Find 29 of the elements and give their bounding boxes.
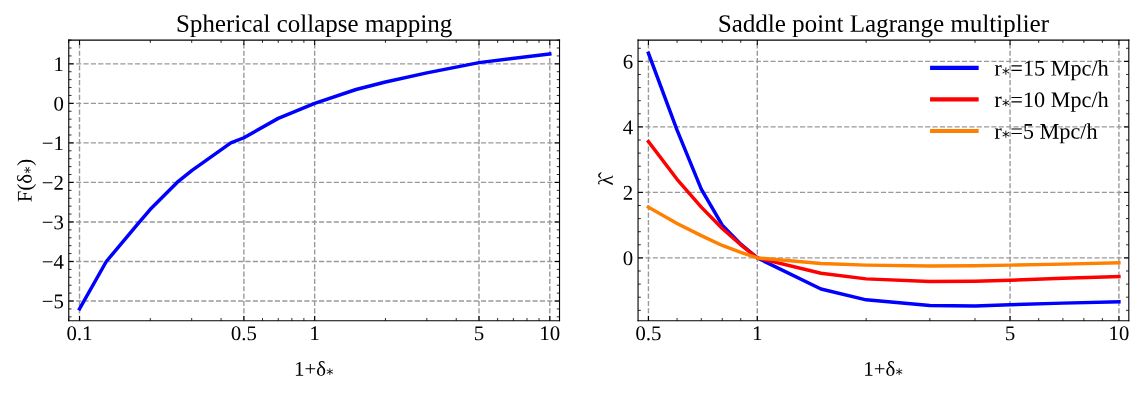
x-axis-title: 1+δ$_{*}$ xyxy=(865,361,903,376)
y-tick-label: −1 xyxy=(42,136,63,151)
chart-title: Saddle point Lagrange multiplier xyxy=(719,14,1049,38)
y-tick-label: 0 xyxy=(54,96,64,111)
y-tick-label: 0 xyxy=(623,251,633,266)
x-tick-label: 1 xyxy=(753,326,762,341)
y-tick-label: −5 xyxy=(42,294,64,309)
y-tick-label: 6 xyxy=(623,54,633,69)
y-tick-label: −2 xyxy=(42,175,63,190)
x-tick-label: 0.5 xyxy=(231,326,257,341)
legend-label: r$_{*}$=15 Mpc/h xyxy=(994,60,1109,81)
y-tick-label: 4 xyxy=(623,120,633,135)
x-axis-title: 1+δ$_{*}$ xyxy=(295,361,334,376)
legend-label: r$_{*}$=10 Mpc/h xyxy=(994,91,1109,112)
chart-title: Spherical collapse mapping xyxy=(177,14,452,38)
y-tick-label: 1 xyxy=(55,57,63,72)
x-tick-label: 5 xyxy=(475,326,484,341)
x-tick-label: 1 xyxy=(311,326,319,341)
y-tick-label: −4 xyxy=(42,255,64,269)
y-tick-label: 2 xyxy=(623,185,633,200)
y-tick-label: −3 xyxy=(42,215,64,230)
x-tick-label: 0.5 xyxy=(636,326,661,341)
legend-label: r$_{*}$=5 Mpc/h xyxy=(994,123,1098,144)
x-tick-label: 5 xyxy=(1006,326,1015,341)
x-tick-label: 10 xyxy=(541,326,560,341)
x-tick-label: 0.1 xyxy=(67,326,92,341)
y-axis-title: λ̂ xyxy=(598,172,613,185)
x-tick-label: 10 xyxy=(1110,326,1129,341)
y-axis-title: F(δ$_{*}$) xyxy=(17,159,37,202)
